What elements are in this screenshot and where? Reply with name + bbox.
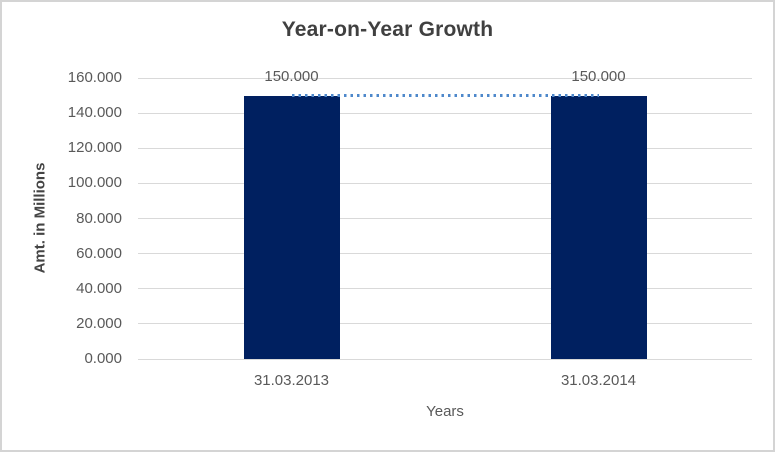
gridline	[138, 323, 752, 325]
y-tick-label: 40.000	[76, 279, 122, 297]
y-tick-label: 0.000	[84, 350, 122, 367]
y-tick-label: 60.000	[76, 244, 122, 262]
data-label: 150.000	[264, 67, 319, 85]
bar	[243, 95, 340, 359]
bar	[550, 95, 647, 359]
y-tick-label: 120.000	[67, 139, 122, 157]
x-tick-label: 31.03.2014	[560, 372, 637, 389]
x-tick-label: 31.03.2013	[253, 372, 330, 389]
gridline	[138, 112, 752, 114]
y-tick-label: 80.000	[76, 209, 122, 227]
gridline	[138, 147, 752, 149]
y-tick-label: 140.000	[67, 104, 122, 122]
chart-title: Year-on-Year Growth	[281, 18, 494, 41]
y-tick-label: 20.000	[76, 314, 122, 332]
y-tick-label: 160.000	[67, 69, 122, 86]
x-axis-title: Years	[426, 403, 464, 420]
data-label: 150.000	[571, 67, 626, 85]
trendline	[291, 93, 599, 97]
gridline	[138, 182, 752, 184]
gridline	[138, 358, 752, 360]
gridline	[138, 253, 752, 255]
gridline	[138, 288, 752, 290]
y-tick-label: 100.000	[67, 174, 122, 192]
gridline	[138, 77, 752, 79]
gridline	[138, 218, 752, 219]
